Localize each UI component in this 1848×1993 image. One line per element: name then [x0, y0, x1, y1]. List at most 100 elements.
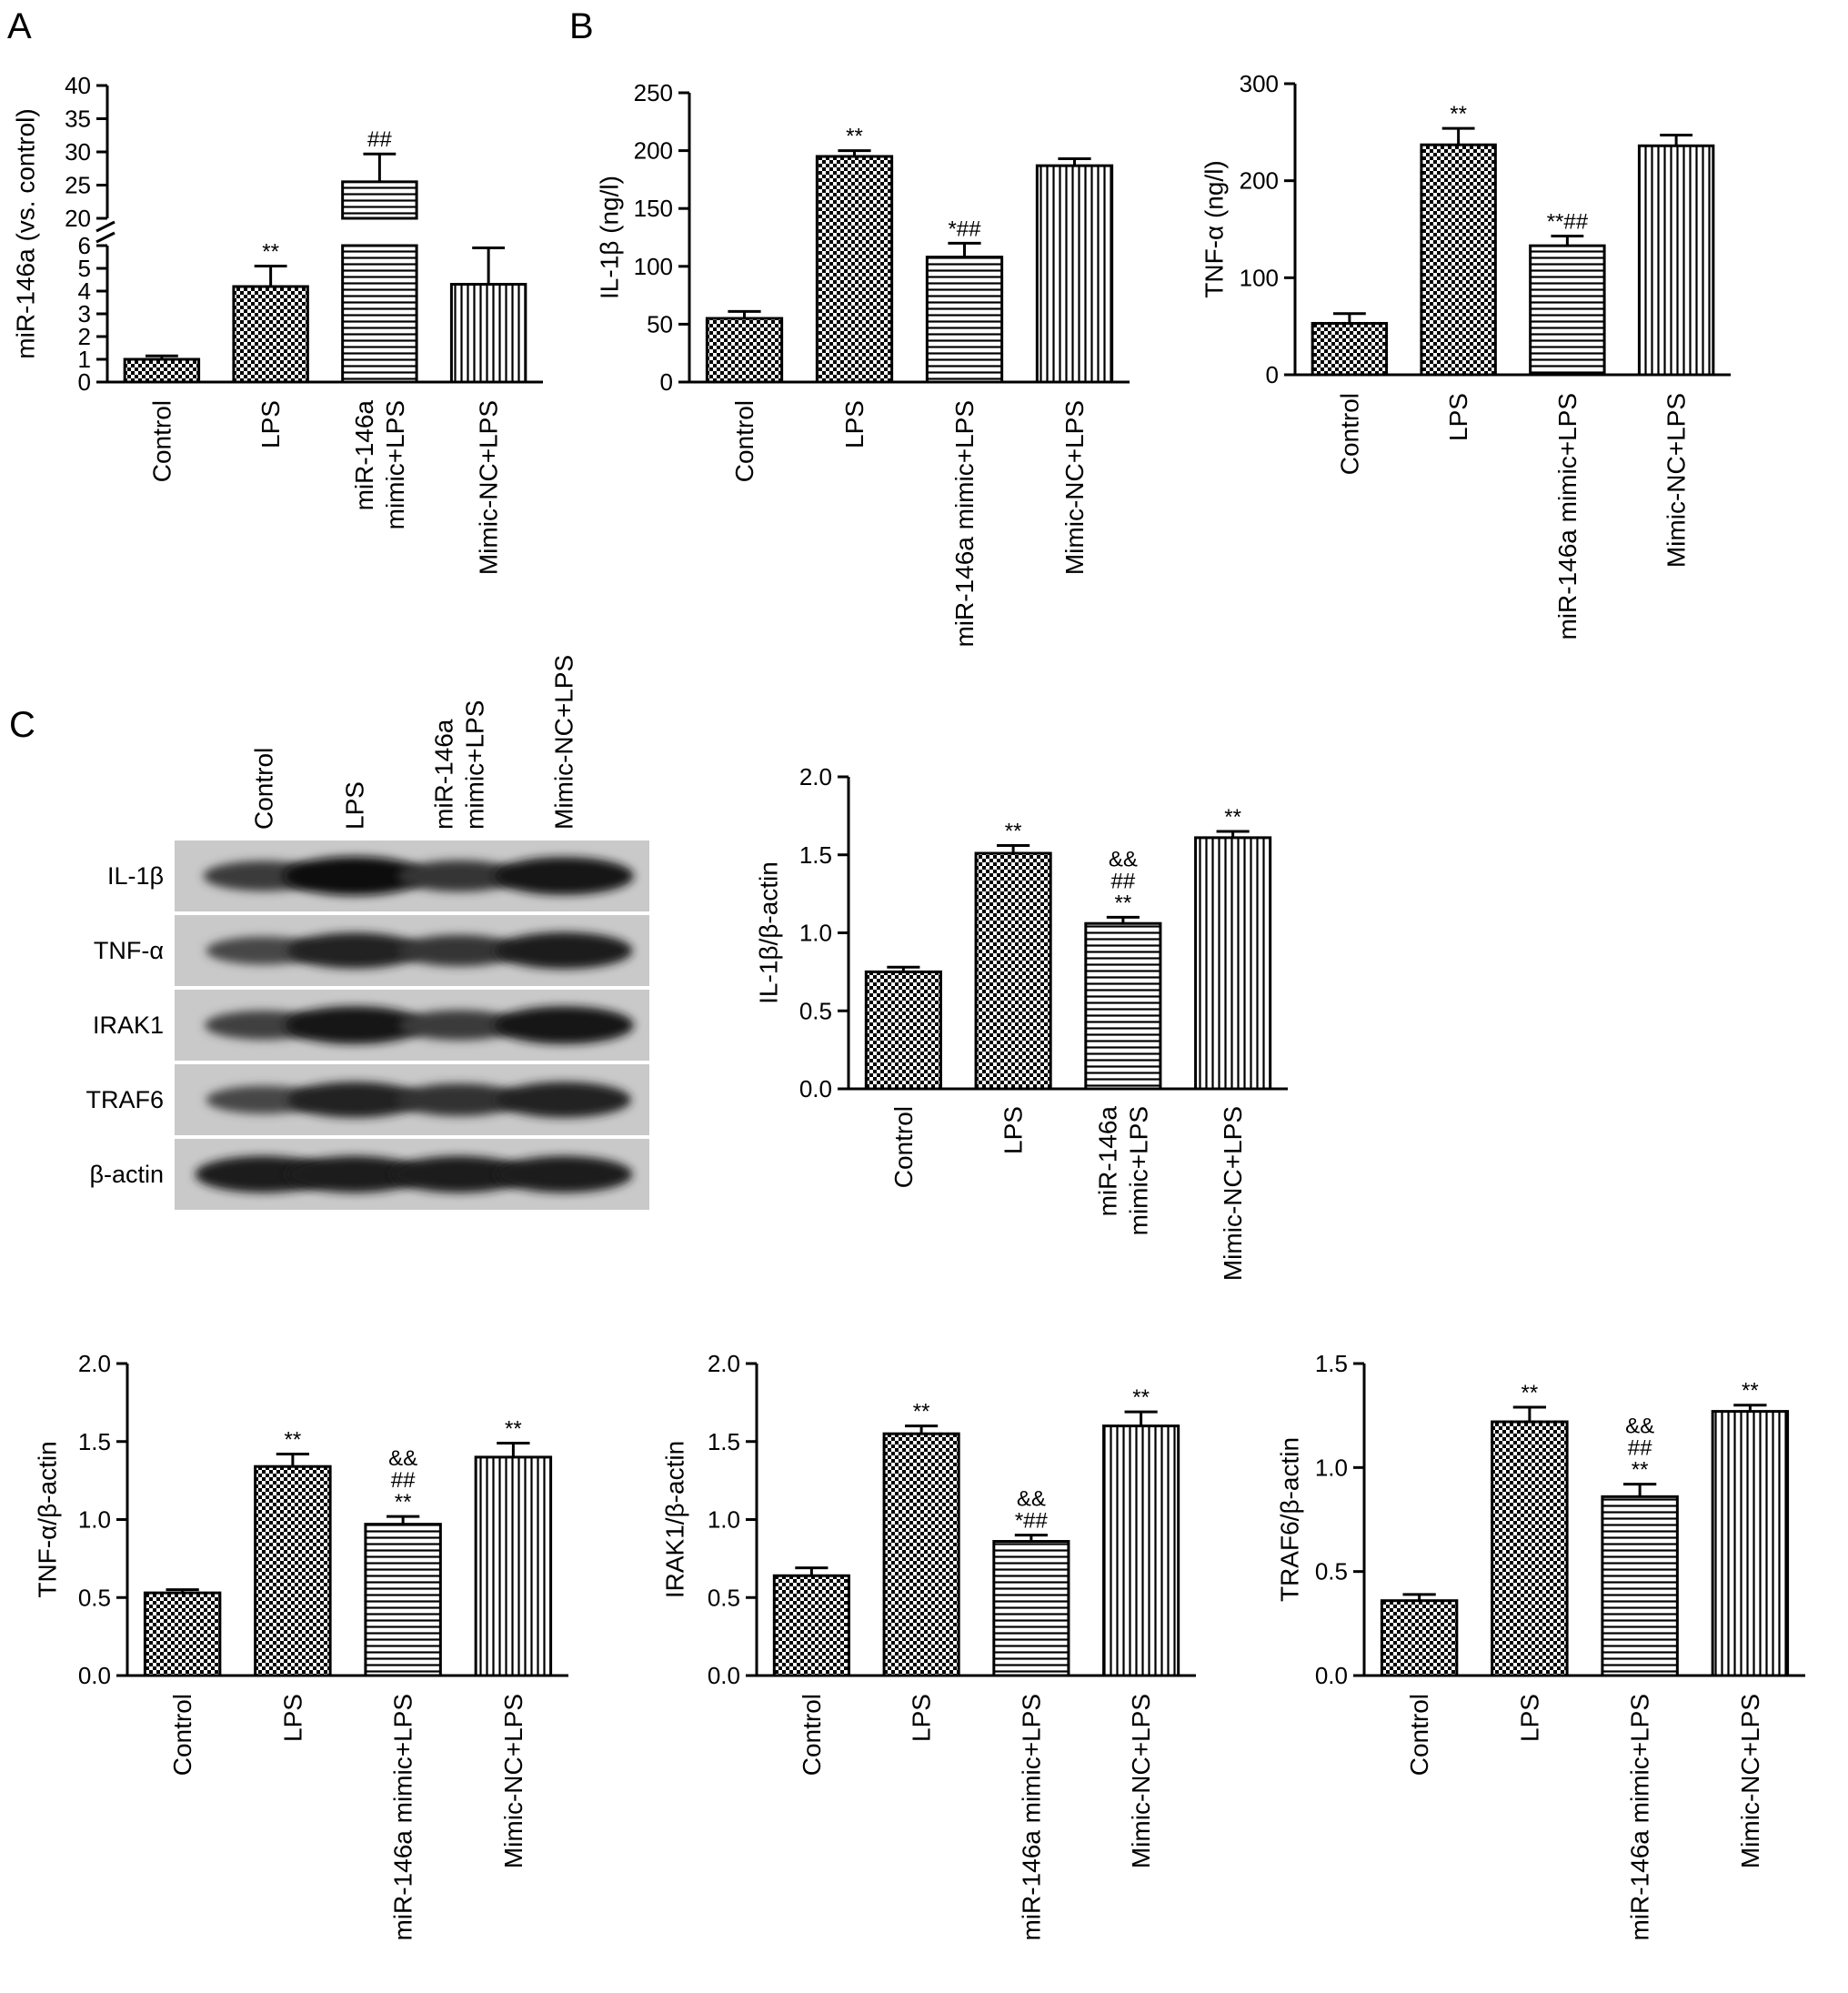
- significance-label: **: [1224, 805, 1241, 830]
- bar: [864, 970, 942, 1091]
- y-tick-label: 25: [65, 172, 91, 199]
- blot-band: [287, 1082, 422, 1118]
- tnfa-elisa-bar-chart: 0 100 200 300 TNF-α (ng/l) ** **## Control LPS mi…: [1200, 70, 1731, 640]
- blot-row-label: β-actin: [89, 1161, 164, 1188]
- y-tick-label: 100: [1240, 264, 1279, 291]
- significance-label: ##: [391, 1468, 416, 1493]
- significance-label: **: [395, 1490, 412, 1515]
- blot-band: [397, 934, 521, 967]
- bar: [1380, 1599, 1459, 1677]
- y-tick-label: 4: [78, 277, 91, 305]
- y-tick-label: 5: [78, 255, 91, 282]
- bar: [1194, 836, 1272, 1091]
- x-tick-label: Control: [147, 400, 176, 482]
- y-tick-label: 0.5: [78, 1584, 111, 1611]
- y-tick-label: 300: [1240, 70, 1279, 97]
- bar: [1637, 144, 1715, 377]
- y-tick-label: 1.5: [708, 1428, 740, 1455]
- y-axis-title: TRAF6/β-actin: [1276, 1437, 1304, 1602]
- x-tick-label: Mimic-NC+LPS: [1662, 393, 1691, 568]
- tnfa-blot-bar-chart: 0.00.51.01.52.0TNF-α/β-actin**&&##****Co…: [34, 1350, 568, 1941]
- bar: [123, 357, 201, 384]
- bar: [815, 155, 894, 384]
- x-tick-label: Mimic-NC+LPS: [1060, 400, 1089, 575]
- significance-label: **: [1742, 1379, 1759, 1404]
- blot-row-label: TRAF6: [85, 1086, 164, 1113]
- x-tick-label: Control: [889, 1106, 918, 1188]
- y-tick-label: 0: [660, 368, 673, 396]
- panel-letter-c: C: [9, 705, 35, 745]
- significance-label: **: [1132, 1385, 1150, 1410]
- y-tick-label: 2.0: [78, 1350, 111, 1377]
- x-tick-label: miR-146a mimic+LPS: [389, 1694, 417, 1941]
- blot-row-label: IRAK1: [93, 1012, 164, 1039]
- y-tick-label: 1.5: [799, 841, 832, 869]
- western-blot-image: Control LPS miR-146a mimic+LPS Mimic-NC+LPS I…: [85, 655, 649, 1210]
- y-tick-label: 0.0: [78, 1662, 111, 1689]
- y-tick-label: 1.0: [799, 920, 832, 947]
- significance-label: **: [1005, 819, 1022, 843]
- panel-letter-a: A: [7, 6, 32, 46]
- il1b-blot-bar-chart: 0.00.51.01.52.0IL-1β/β-actin**&&##****Co…: [755, 763, 1288, 1281]
- x-tick-label: LPS: [1515, 1694, 1543, 1742]
- x-tick-label: mimic+LPS: [1124, 1106, 1152, 1235]
- blot-lane-label: mimic+LPS: [461, 700, 489, 830]
- bar: [341, 244, 418, 384]
- blot-band: [397, 860, 521, 892]
- bar: [1711, 1410, 1790, 1677]
- bar-upper-segment: [341, 180, 418, 220]
- significance-label: **: [262, 240, 279, 265]
- bar: [974, 851, 1052, 1091]
- blot-band: [494, 1006, 634, 1044]
- y-tick-label: 1.0: [708, 1506, 740, 1534]
- x-tick-label: LPS: [999, 1106, 1028, 1154]
- traf6-blot-bar-chart: 0.00.51.01.5TRAF6/β-actin**&&##****Contr…: [1276, 1350, 1805, 1941]
- blot-band: [286, 1155, 424, 1193]
- blot-band: [206, 1085, 322, 1114]
- blot-band: [287, 932, 422, 969]
- il1b-elisa-bar-chart: 0 50 100 150 200 250 IL-1β (ng/l) ** *## Control L…: [596, 79, 1130, 648]
- x-tick-label: miR-146a mimic+LPS: [1553, 393, 1582, 640]
- x-tick-label: Control: [168, 1694, 196, 1776]
- x-tick-label: Control: [798, 1694, 826, 1776]
- y-tick-label: 200: [634, 137, 673, 165]
- blot-band: [494, 857, 634, 895]
- y-tick-label: 3: [78, 300, 91, 327]
- significance-label: **: [505, 1416, 522, 1441]
- y-tick-label: 30: [65, 138, 91, 166]
- y-tick-label: 0: [1266, 361, 1279, 388]
- y-tick-label: 2.0: [799, 763, 832, 790]
- bar: [449, 283, 527, 384]
- x-tick-label: Mimic-NC+LPS: [1219, 1106, 1247, 1281]
- panel-letter-b: B: [569, 6, 594, 46]
- y-tick-label: 100: [634, 253, 673, 280]
- blot-row-label: TNF-α: [94, 937, 164, 964]
- blot-lane-label: Control: [250, 748, 278, 830]
- y-tick-label: 1.0: [78, 1506, 111, 1534]
- significance-label: **: [1115, 891, 1132, 915]
- y-axis-title: IRAK1/β-actin: [661, 1441, 689, 1598]
- x-tick-label: LPS: [908, 1694, 936, 1742]
- blot-band: [390, 1155, 528, 1193]
- significance-label: &&: [1625, 1414, 1654, 1439]
- x-tick-label: miR-146a mimic+LPS: [950, 400, 979, 648]
- bar: [925, 256, 1004, 384]
- y-tick-label: 0.0: [799, 1075, 832, 1102]
- blot-lane-label: Mimic-NC+LPS: [550, 655, 578, 830]
- blot-band: [497, 1082, 631, 1118]
- bar: [1084, 921, 1162, 1091]
- significance-label: **: [1522, 1381, 1539, 1405]
- bar: [232, 285, 309, 384]
- x-tick-label: mimic+LPS: [381, 400, 409, 529]
- significance-label: **: [913, 1400, 930, 1424]
- y-tick-label: 1.0: [1315, 1454, 1348, 1481]
- bar: [1491, 1420, 1569, 1677]
- axis-break-mark: [95, 231, 116, 244]
- blot-band: [398, 1010, 520, 1041]
- bar: [1102, 1424, 1180, 1677]
- y-axis-title: TNF-α/β-actin: [34, 1441, 62, 1597]
- significance-label: ##: [367, 127, 392, 152]
- bar: [1035, 164, 1114, 384]
- x-tick-label: miR-146a mimic+LPS: [1017, 1694, 1045, 1941]
